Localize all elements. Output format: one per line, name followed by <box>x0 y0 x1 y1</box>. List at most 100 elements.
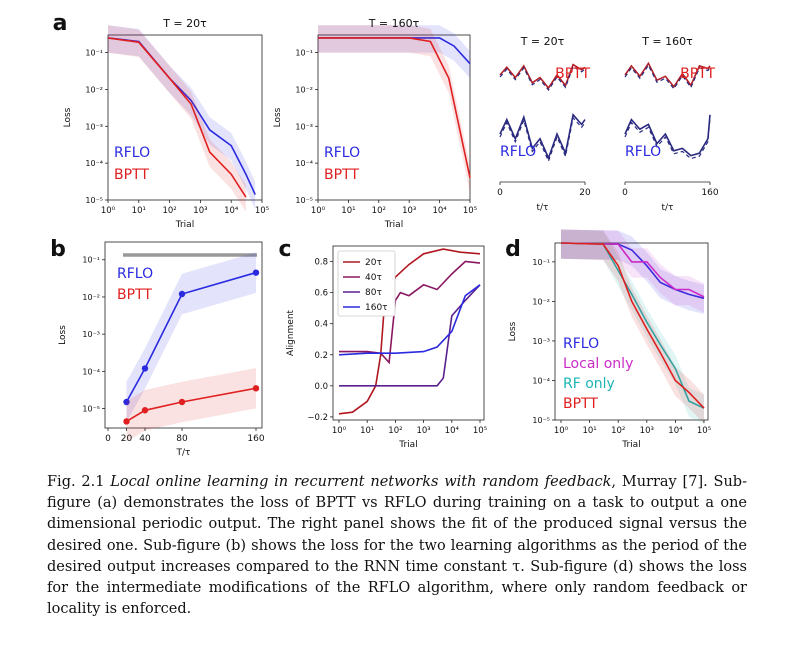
legend-label-c: 160τ <box>365 303 388 313</box>
x-tick-label-a1: 10⁰ <box>101 206 116 216</box>
x-tick-label-d: 10⁰ <box>554 426 569 436</box>
x-tick-label-a2: 10⁵ <box>463 206 477 216</box>
series-line-bptt-a2 <box>318 37 471 178</box>
caption-prefix: Fig. 2.1 <box>47 474 111 490</box>
trace-rflo-target-dashed-a4 <box>624 117 711 160</box>
series-line-d <box>560 242 705 409</box>
plot-frame-b <box>104 241 263 429</box>
x-tick-label-a2: 10¹ <box>341 206 355 216</box>
x-tick-label-a2: 10⁰ <box>311 206 326 216</box>
x-axis-label-b: T/τ <box>176 448 191 458</box>
x-tick-label-c: 10⁰ <box>332 426 347 436</box>
legend-label-d: BPTT <box>563 396 598 412</box>
chart-title-a4: T = 160τ <box>641 35 693 48</box>
x-axis-label-a2: Trial <box>384 220 403 230</box>
y-tick-label-b: 10⁻³ <box>82 330 100 339</box>
legend-label-bptt-b: BPTT <box>117 287 152 303</box>
y-tick-label-a1: 10⁻² <box>85 85 103 94</box>
x-tick-label-b: 40 <box>139 434 151 444</box>
data-point-rflo-b <box>123 398 130 406</box>
trace-label-bptt-a4: BPTT <box>680 66 715 82</box>
x-axis-label-a1: Trial <box>175 220 194 230</box>
x-tick-label-a3: 0 <box>497 188 503 198</box>
legend-label-rflo-a2: RFLO <box>324 145 360 161</box>
x-tick-label-a2: 10² <box>372 206 386 216</box>
trace-bptt-a4 <box>624 61 711 89</box>
trace-label-bptt-a3: BPTT <box>555 66 590 82</box>
series-line-bptt-a1 <box>107 37 247 198</box>
y-tick-label-c: −0.2 <box>307 413 328 423</box>
legend-label-bptt-a2: BPTT <box>324 167 359 183</box>
y-tick-label-b: 10⁻⁵ <box>82 405 100 414</box>
x-tick-label-d: 10¹ <box>582 426 596 436</box>
figure-caption: Fig. 2.1 Local online learning in recurr… <box>47 472 747 620</box>
trace-rflo-target-dashed-a3 <box>499 116 586 163</box>
y-tick-label-a1: 10⁻¹ <box>85 49 103 58</box>
y-tick-label-d: 10⁻³ <box>532 337 550 346</box>
legend-label-c: 20τ <box>365 258 382 268</box>
series-line-d <box>560 242 705 409</box>
x-tick-label-a4: 160 <box>701 188 718 198</box>
data-point-rflo-b <box>252 269 260 276</box>
series-line-bptt-b <box>126 387 257 423</box>
y-tick-label-a2: 10⁻⁵ <box>295 196 313 205</box>
x-tick-label-a1: 10¹ <box>132 206 146 216</box>
x-axis-label-d: Trial <box>621 440 640 450</box>
legend-label-d: RFLO <box>563 336 599 352</box>
y-tick-label-c: 0.0 <box>314 382 328 392</box>
legend-label-c: 80τ <box>365 288 382 298</box>
y-tick-label-c: 0.2 <box>314 351 328 361</box>
x-tick-label-d: 10⁴ <box>668 426 683 436</box>
caption-body: , Murray [7]. Sub-figure (a) demonstrate… <box>47 474 747 618</box>
series-line-d <box>560 242 705 300</box>
legend-label-d: RF only <box>563 376 615 392</box>
x-axis-label-a4: t/τ <box>662 203 674 213</box>
y-tick-label-a1: 10⁻³ <box>85 122 103 131</box>
y-axis-label-b: Loss <box>58 325 68 345</box>
data-point-rflo-b <box>141 365 149 372</box>
chart-title-a2: T = 160τ <box>368 17 420 30</box>
x-tick-label-d: 10³ <box>640 426 654 436</box>
chart-title-a1: T = 20τ <box>162 17 207 30</box>
y-tick-label-b: 10⁻² <box>82 293 100 302</box>
y-tick-label-a2: 10⁻⁴ <box>295 159 313 168</box>
x-tick-label-b: 80 <box>176 434 188 444</box>
data-point-bptt-b <box>123 418 130 425</box>
panel-letter-c: c <box>278 237 291 262</box>
x-tick-label-a2: 10⁴ <box>432 206 447 216</box>
legend-label-d: Local only <box>563 356 633 372</box>
error-band-rflo-b <box>126 252 256 423</box>
y-tick-label-c: 0.4 <box>314 320 328 330</box>
x-tick-label-a1: 10⁵ <box>255 206 269 216</box>
trace-target-dashed-a4 <box>624 64 711 90</box>
trace-label-rflo-a3: RFLO <box>500 144 536 160</box>
panel-letter-a: a <box>53 11 68 36</box>
y-tick-label-c: 0.8 <box>314 258 328 268</box>
data-point-rflo-b <box>178 290 186 298</box>
plot-frame-a2 <box>317 34 471 201</box>
legend-box-c <box>337 250 396 317</box>
y-tick-label-a1: 10⁻⁵ <box>85 196 103 205</box>
x-tick-label-a2: 10³ <box>402 206 416 216</box>
series-line-4-c <box>338 284 481 356</box>
y-tick-label-a2: 10⁻² <box>295 85 313 94</box>
error-band-bptt-a1 <box>108 25 246 212</box>
x-tick-label-a3: 20 <box>579 188 591 198</box>
plot-frame-a1 <box>107 34 263 201</box>
trace-label-rflo-a4: RFLO <box>625 144 661 160</box>
x-axis-label-a3: t/τ <box>537 203 549 213</box>
figure: 10⁰ 10¹ 10² 10³ 10⁴ 10⁵ 10⁻¹ 10⁻² 10⁻³ 10⁻⁴ 10⁻⁵ T … <box>50 11 719 458</box>
trace-target-dashed-a3 <box>499 65 586 92</box>
x-tick-label-c: 10⁵ <box>473 426 487 436</box>
legend-label-c: 40τ <box>365 273 382 283</box>
legend-label-rflo-b: RFLO <box>117 266 153 282</box>
trace-rflo-a3 <box>499 113 586 161</box>
panel-letter-d: d <box>505 237 521 262</box>
error-band-d <box>561 229 704 314</box>
y-tick-label-d: 10⁻⁵ <box>532 416 550 425</box>
x-tick-label-b: 20 <box>121 434 133 444</box>
y-tick-label-a1: 10⁻⁴ <box>85 159 103 168</box>
y-axis-label-a2: Loss <box>273 107 283 127</box>
legend-label-bptt-a1: BPTT <box>114 167 149 183</box>
x-axis-label-c: Trial <box>398 440 417 450</box>
